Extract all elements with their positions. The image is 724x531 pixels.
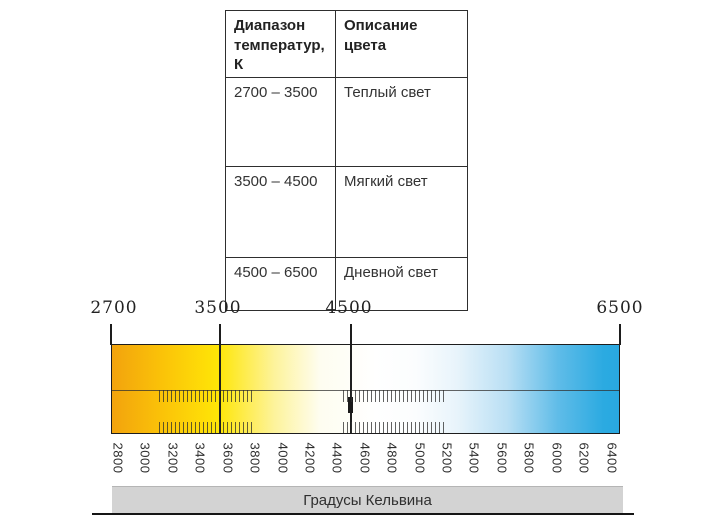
scale-tick-4500 xyxy=(350,324,352,345)
kelvin-tick-label: 6400 xyxy=(604,442,620,474)
color-gradient-bar xyxy=(111,344,620,434)
scale-tick-2700 xyxy=(110,324,112,345)
bar-divider-4500-bold-segment xyxy=(348,397,353,413)
scale-tick-3500 xyxy=(219,324,221,345)
kelvin-axis-title: Градусы Кельвина xyxy=(303,491,432,509)
scale-label-4500: 4500 xyxy=(325,298,373,318)
kelvin-tick-label: 4600 xyxy=(357,442,373,474)
kelvin-tick-label: 4200 xyxy=(302,442,318,474)
table-row: 3500 – 4500 Мягкий свет xyxy=(225,165,468,258)
table-row: 2700 – 3500 Теплый свет xyxy=(225,76,468,167)
kelvin-tick-label: 3000 xyxy=(137,442,153,474)
kelvin-tick-label: 4000 xyxy=(275,442,291,474)
kelvin-tick-label: 3200 xyxy=(165,442,181,474)
tick-texture xyxy=(343,422,445,433)
table-header-row: Диапазон температур, К Описание цвета xyxy=(225,10,468,78)
kelvin-tick-label: 5600 xyxy=(494,442,510,474)
kelvin-tick-label: 2800 xyxy=(110,442,126,474)
header-description-column: Описание цвета xyxy=(335,10,468,78)
kelvin-tick-label: 4800 xyxy=(384,442,400,474)
scale-label-2700: 2700 xyxy=(90,298,138,318)
range-cell: 2700 – 3500 xyxy=(225,76,336,167)
bar-divider-3500 xyxy=(219,345,221,433)
kelvin-axis-bar: Градусы Кельвина xyxy=(112,486,623,513)
description-cell: Теплый свет xyxy=(335,76,468,167)
tick-texture xyxy=(159,422,255,433)
table-row: 4500 – 6500 Дневной свет xyxy=(225,256,468,311)
kelvin-tick-label: 5400 xyxy=(466,442,482,474)
range-cell: 4500 – 6500 xyxy=(225,256,336,311)
kelvin-tick-label: 3600 xyxy=(220,442,236,474)
axis-underline xyxy=(92,513,634,515)
tick-texture xyxy=(159,390,255,402)
temperature-table: Диапазон температур, К Описание цвета 27… xyxy=(225,10,468,311)
kelvin-tick-label: 3400 xyxy=(192,442,208,474)
kelvin-tick-label: 3800 xyxy=(247,442,263,474)
range-cell: 3500 – 4500 xyxy=(225,165,336,258)
kelvin-tick-label: 5000 xyxy=(412,442,428,474)
kelvin-tick-label: 5800 xyxy=(521,442,537,474)
kelvin-tick-label: 6200 xyxy=(576,442,592,474)
scale-label-6500: 6500 xyxy=(596,298,644,318)
scale-label-3500: 3500 xyxy=(194,298,242,318)
description-cell: Мягкий свет xyxy=(335,165,468,258)
bar-divider-4500 xyxy=(350,345,352,433)
scale-tick-6500 xyxy=(619,324,621,345)
kelvin-tick-label: 5200 xyxy=(439,442,455,474)
kelvin-tick-label: 6000 xyxy=(549,442,565,474)
kelvin-tick-label: 4400 xyxy=(329,442,345,474)
description-cell: Дневной свет xyxy=(335,256,468,311)
tick-texture xyxy=(343,390,445,402)
header-range-column: Диапазон температур, К xyxy=(225,10,336,78)
